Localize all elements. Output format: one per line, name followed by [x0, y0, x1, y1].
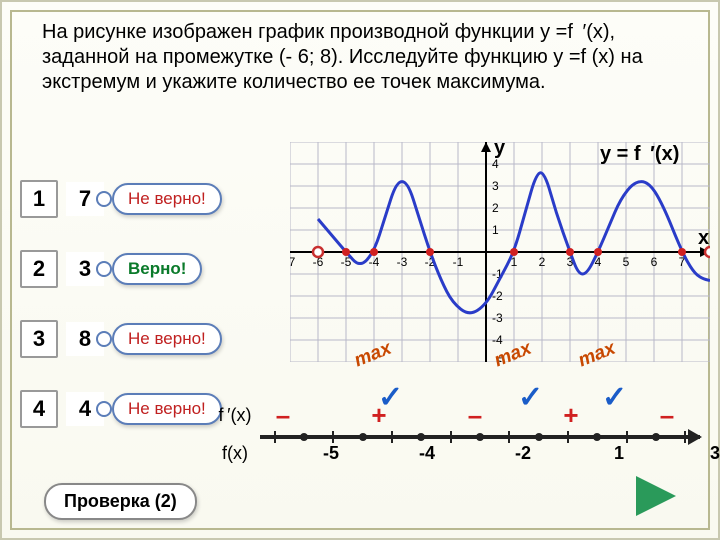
svg-text:-3: -3: [397, 255, 408, 269]
svg-text:5: 5: [623, 255, 630, 269]
svg-text:1: 1: [492, 223, 499, 237]
slide-frame: На рисунке изображен график производной …: [0, 0, 720, 540]
svg-text:4: 4: [492, 157, 499, 171]
sign-table: f ′(x)–+–+–+–+ f(x)-5-4-21347: [210, 397, 720, 467]
check-button[interactable]: Проверка (2): [44, 483, 197, 520]
option-1[interactable]: 1 7 Не верно!: [20, 180, 222, 218]
option-3[interactable]: 3 8 Не верно!: [20, 320, 222, 358]
question-text: На рисунке изображен график производной …: [42, 20, 678, 95]
svg-text:-7: -7: [290, 255, 296, 269]
svg-text:-1: -1: [453, 255, 464, 269]
next-button[interactable]: [636, 476, 676, 516]
option-number: 3: [20, 320, 58, 358]
svg-text:2: 2: [492, 201, 499, 215]
row-fprime-label: f ′(x): [212, 399, 258, 432]
derivative-graph: -7-6-5-4-3-2-11234567-5-4-3-2-11234 y x …: [290, 142, 710, 362]
option-4[interactable]: 4 4 Не верно!: [20, 390, 222, 428]
feedback-bubble: Верно!: [112, 253, 202, 285]
svg-text:y = f ′(x): y = f ′(x): [600, 143, 679, 165]
feedback-bubble: Не верно!: [112, 393, 222, 425]
svg-text:y: y: [494, 142, 506, 159]
option-number: 4: [20, 390, 58, 428]
option-number: 1: [20, 180, 58, 218]
number-line: [260, 435, 700, 439]
feedback-bubble: Не верно!: [112, 183, 222, 215]
feedback-bubble: Не верно!: [112, 323, 222, 355]
svg-text:x: x: [698, 227, 709, 249]
option-number: 2: [20, 250, 58, 288]
row-f-label: f(x): [212, 442, 258, 465]
svg-text:-3: -3: [492, 311, 503, 325]
svg-text:3: 3: [492, 179, 499, 193]
svg-text:-4: -4: [492, 333, 503, 347]
option-2[interactable]: 2 3 Верно!: [20, 250, 202, 288]
svg-text:2: 2: [539, 255, 546, 269]
svg-text:6: 6: [651, 255, 658, 269]
